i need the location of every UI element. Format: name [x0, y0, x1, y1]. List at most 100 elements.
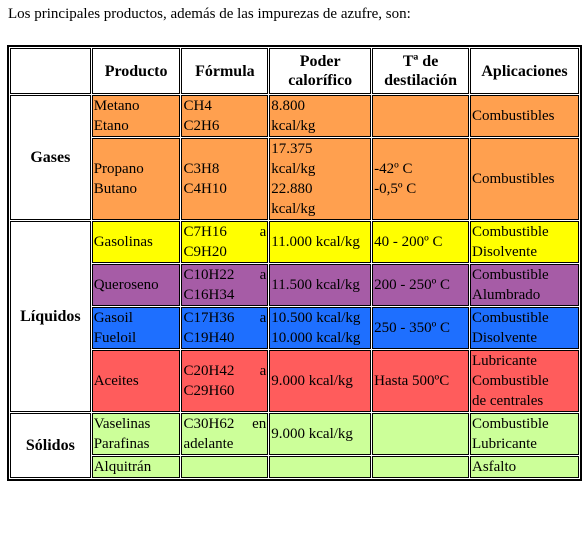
formula-cell: C10H22 a C16H34: [181, 264, 269, 306]
formula-text: C4H10: [183, 181, 227, 197]
formula-text: C3H8: [183, 161, 220, 177]
poder-text: kcal/kg: [271, 118, 316, 134]
producto-cell: Gasolinas: [91, 221, 181, 263]
group-cell: Líquidos: [10, 221, 91, 412]
producto-cell: Vaselinas Parafinas: [91, 413, 181, 455]
poder-text: kcal/kg: [271, 201, 316, 217]
header-row: Producto Fórmula Poder calorífico Tª de des…: [10, 48, 579, 94]
aplicaciones-text: Disolvente: [471, 330, 537, 346]
poder-cell: 17.375 kcal/kg 22.880 kcal/kg: [269, 138, 372, 220]
poder-text: 9.000 kcal/kg: [271, 426, 353, 442]
producto-cell: Gasoil Fueloil: [91, 307, 181, 349]
aplicaciones-cell: Combustible Alumbrado: [469, 264, 579, 306]
producto-text: Fueloil: [93, 330, 137, 346]
destilacion-cell: 200 - 250º C: [372, 264, 469, 306]
group-cell: Gases: [10, 95, 91, 220]
aplicaciones-cell: Combustible Disolvente: [469, 307, 579, 349]
destilacion-text: -0,5º C: [374, 181, 417, 197]
producto-text: Parafinas: [93, 436, 150, 452]
destilacion-cell: [372, 413, 469, 455]
formula-cell: C20H42 a C29H60: [181, 350, 269, 412]
formula-text: C30H62 en adelante: [183, 416, 267, 452]
producto-text: Vaselinas: [93, 416, 151, 432]
producto-text: Propano: [93, 161, 144, 177]
aplicaciones-text: Combustibles: [471, 108, 555, 124]
destilacion-text: -42º C: [374, 161, 413, 177]
formula-text: C7H16 a C9H20: [183, 224, 267, 260]
producto-text: Queroseno: [93, 277, 159, 293]
destilacion-cell: Hasta 500ºC: [372, 350, 469, 412]
header-cell: [10, 48, 91, 94]
aplicaciones-cell: Asfalto: [469, 456, 579, 478]
aplicaciones-cell: Combustible Lubricante: [469, 413, 579, 455]
poder-text: 10.000 kcal/kg: [271, 330, 361, 346]
formula-text: C17H36 a C19H40: [183, 310, 267, 346]
producto-text: Metano: [93, 98, 140, 114]
aplicaciones-text: Disolvente: [471, 244, 537, 260]
poder-text: 10.500 kcal/kg: [271, 310, 361, 326]
aplicaciones-text: de centrales: [471, 393, 544, 409]
aplicaciones-cell: Combustibles: [469, 138, 579, 220]
header-cell: Poder calorífico: [269, 48, 372, 94]
destilacion-text: Hasta 500ºC: [374, 373, 450, 389]
aplicaciones-text: Combustible: [471, 267, 549, 283]
formula-cell: C30H62 en adelante: [181, 413, 269, 455]
poder-text: 9.000 kcal/kg: [271, 373, 353, 389]
aplicaciones-text: Asfalto: [471, 459, 517, 475]
formula-text: CH4: [183, 98, 212, 114]
header-cell: Fórmula: [181, 48, 269, 94]
poder-cell: 9.000 kcal/kg: [269, 350, 372, 412]
poder-text: 8.800: [271, 98, 305, 114]
poder-text: kcal/kg: [271, 161, 316, 177]
aplicaciones-text: Combustible: [471, 310, 549, 326]
header-cell: Tª de destilación: [372, 48, 469, 94]
aplicaciones-text: Lubricante: [471, 353, 537, 369]
producto-cell: Alquitrán: [91, 456, 181, 478]
poder-cell: 8.800 kcal/kg: [269, 95, 372, 137]
table-row: Aceites C20H42 a C29H60 9.000 kcal/kg Hasta…: [10, 350, 579, 412]
producto-text: Gasolinas: [93, 234, 153, 250]
products-table: Producto Fórmula Poder calorífico Tª de des…: [7, 45, 582, 481]
poder-text: 17.375: [271, 141, 313, 157]
poder-cell: 11.500 kcal/kg: [269, 264, 372, 306]
aplicaciones-text: Combustible: [471, 373, 549, 389]
producto-text: Aceites: [93, 373, 139, 389]
formula-text: C10H22 a C16H34: [183, 267, 267, 303]
formula-text: C20H42 a C29H60: [183, 363, 267, 399]
header-cell: Aplicaciones: [469, 48, 579, 94]
producto-cell: Metano Etano: [91, 95, 181, 137]
aplicaciones-text: Combustible: [471, 224, 549, 240]
aplicaciones-text: Lubricante: [471, 436, 537, 452]
table-row: Líquidos Gasolinas C7H16 a C9H20 11.000 kca…: [10, 221, 579, 412]
destilacion-cell: [372, 456, 469, 478]
formula-cell: C7H16 a C9H20: [181, 221, 269, 263]
destilacion-cell: 40 - 200º C: [372, 221, 469, 263]
intro-text: Los principales productos, además de las…: [8, 6, 411, 22]
destilacion-text: 200 - 250º C: [374, 277, 451, 293]
destilacion-text: 250 - 350º C: [374, 320, 451, 336]
producto-text: Butano: [93, 181, 138, 197]
poder-cell: 11.000 kcal/kg: [269, 221, 372, 263]
producto-cell: Queroseno: [91, 264, 181, 306]
formula-cell: CH4 C2H6: [181, 95, 269, 137]
table-row: Gases Metano Etano CH4 C2H6 8.800 kcal/kg Combu…: [10, 95, 579, 220]
aplicaciones-cell: Combustibles: [469, 95, 579, 137]
aplicaciones-text: Combustible: [471, 416, 549, 432]
table-row: Gasoil Fueloil C17H36 a C19H40 10.500 kcal/…: [10, 307, 579, 349]
poder-cell: 10.500 kcal/kg 10.000 kcal/kg: [269, 307, 372, 349]
formula-cell: [181, 456, 269, 478]
table-row: Propano Butano C3H8 C4H10 17.375 kcal/kg 22.88…: [10, 138, 579, 220]
header-cell: Producto: [91, 48, 181, 94]
aplicaciones-cell: Combustible Disolvente: [469, 221, 579, 263]
formula-text: C2H6: [183, 118, 220, 134]
table-row: Alquitrán Asfalto: [10, 456, 579, 478]
poder-text: 22.880: [271, 181, 313, 197]
producto-cell: Propano Butano: [91, 138, 181, 220]
producto-cell: Aceites: [91, 350, 181, 412]
poder-text: 11.000 kcal/kg: [271, 234, 360, 250]
aplicaciones-text: Alumbrado: [471, 287, 541, 303]
producto-text: Gasoil: [93, 310, 133, 326]
group-cell: Sólidos: [10, 413, 91, 478]
destilacion-cell: -42º C -0,5º C: [372, 138, 469, 220]
